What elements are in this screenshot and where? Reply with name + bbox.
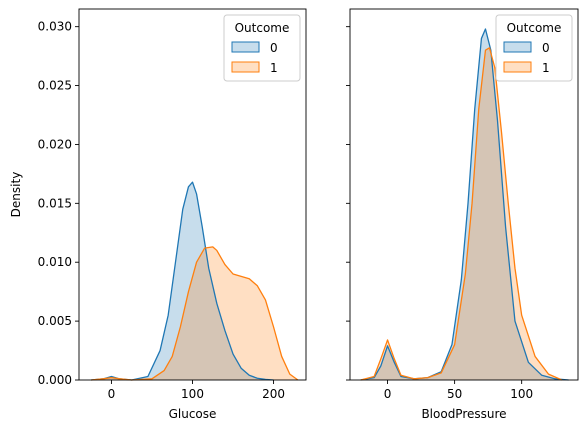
y-tick-label: 0.010 <box>38 255 72 269</box>
x-tick-label: 0 <box>108 387 116 401</box>
legend-label-outcome-0: 0 <box>270 41 278 55</box>
y-tick-label: 0.015 <box>38 196 72 210</box>
legend-label-outcome-1: 1 <box>542 61 550 75</box>
legend-title: Outcome <box>507 21 562 35</box>
y-tick-label: 0.020 <box>38 137 72 151</box>
y-axis-label: Density <box>9 172 23 218</box>
legend: Outcome 0 1 <box>495 14 573 82</box>
density-line-outcome-1 <box>360 47 563 381</box>
density-area-outcome-1 <box>91 246 298 380</box>
legend-swatch-outcome-0 <box>231 41 260 53</box>
x-tick-label: 50 <box>447 387 462 401</box>
density-line-outcome-0 <box>360 28 569 381</box>
density-area-outcome-0 <box>91 182 274 380</box>
legend-swatch-outcome-0 <box>503 41 532 53</box>
panel-1: 0 100 200 0.000 0.005 0.010 0.015 0.020 0.025 0.0… <box>9 8 307 421</box>
axes-frame <box>349 8 579 381</box>
y-tick-label: 0.025 <box>38 79 72 93</box>
x-axis-label: BloodPressure <box>421 407 506 421</box>
legend-box <box>223 14 301 82</box>
panel-2: 0 50 100 BloodPressure Outcome 0 1 <box>346 8 579 421</box>
x-tick-label: 100 <box>181 387 204 401</box>
legend-swatch-outcome-1 <box>231 61 260 73</box>
legend-label-outcome-0: 0 <box>542 41 550 55</box>
legend-label-outcome-1: 1 <box>270 61 278 75</box>
density-area-outcome-1 <box>360 47 562 381</box>
y-tick-label: 0.030 <box>38 20 72 34</box>
y-tick-label: 0.000 <box>38 373 72 387</box>
legend-box <box>495 14 573 82</box>
x-tick-label: 100 <box>510 387 533 401</box>
density-area-outcome-0 <box>360 29 569 381</box>
legend: Outcome 0 1 <box>223 14 301 82</box>
legend-swatch-outcome-1 <box>503 61 532 73</box>
legend-title: Outcome <box>235 21 290 35</box>
y-tick-label: 0.005 <box>38 314 72 328</box>
x-tick-label: 200 <box>262 387 285 401</box>
x-axis-label: Glucose <box>169 407 217 421</box>
x-tick-label: 0 <box>384 387 392 401</box>
